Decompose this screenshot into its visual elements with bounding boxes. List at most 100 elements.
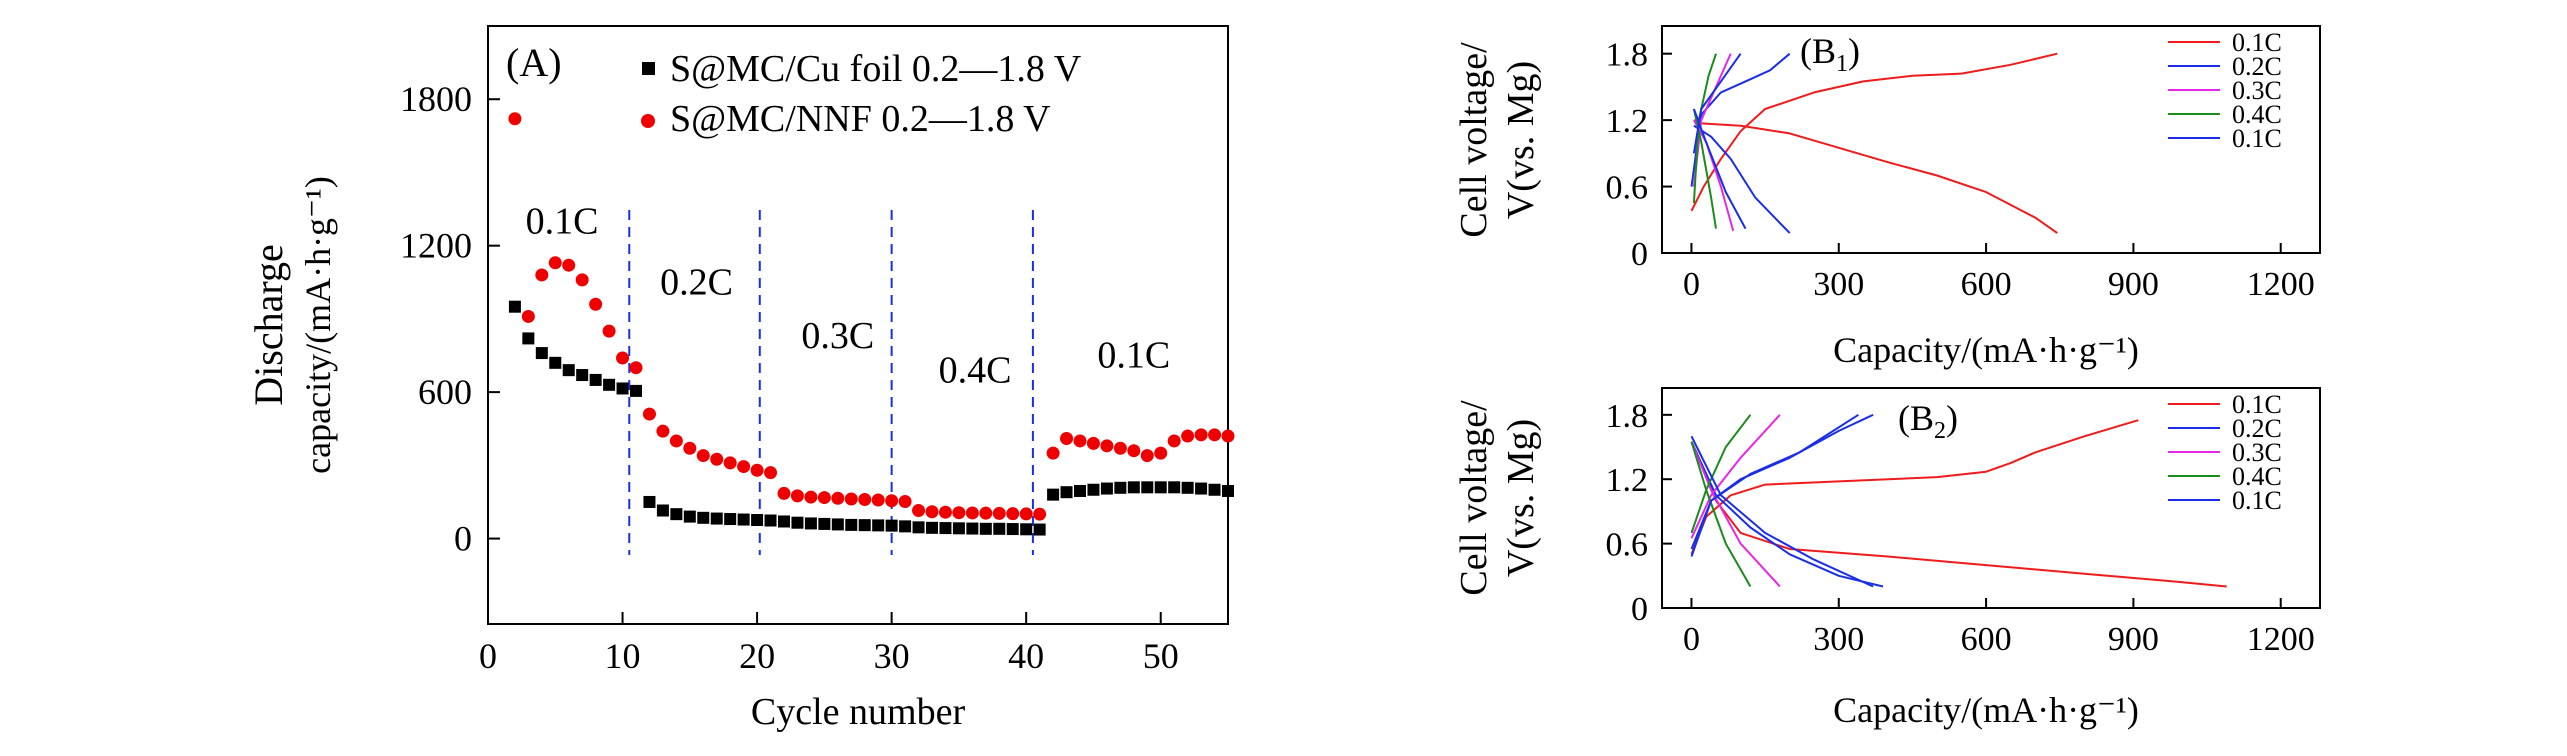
y-tick-label: 0	[1631, 236, 1648, 273]
data-point-cu-foil	[1100, 482, 1113, 495]
data-point-nnf	[817, 491, 831, 505]
data-point-cu-foil	[764, 514, 777, 527]
x-tick-label: 1200	[2247, 266, 2315, 303]
data-point-cu-foil	[616, 382, 629, 395]
data-point-nnf	[1100, 439, 1114, 453]
data-point-nnf	[871, 493, 885, 507]
data-point-nnf	[844, 492, 858, 506]
data-point-nnf	[737, 460, 751, 474]
voltage-curve	[1690, 52, 2058, 212]
legend-label: 0.3C	[2232, 76, 2282, 105]
data-point-nnf	[1046, 446, 1060, 460]
data-point-nnf	[831, 491, 845, 505]
panel-b1-x-axis-label: Capacity/(mA·h·g⁻¹)	[1833, 330, 2139, 370]
data-point-nnf	[1154, 446, 1168, 460]
panel-b1-axes: 0 300 600 900 1200 0 0.6 1.2 1.8	[1606, 37, 2315, 303]
legend-label: 0.1C	[2232, 390, 2282, 419]
data-point-nnf	[1033, 507, 1047, 521]
data-point-cu-foil	[670, 508, 683, 521]
data-point-cu-foil	[1033, 523, 1046, 536]
data-point-nnf	[1073, 434, 1087, 448]
data-point-cu-foil	[751, 514, 764, 527]
data-point-nnf	[992, 506, 1006, 520]
x-tick-label: 10	[605, 636, 641, 676]
data-point-cu-foil	[656, 504, 669, 517]
data-point-cu-foil	[643, 495, 656, 508]
data-point-cu-foil	[831, 518, 844, 531]
data-point-nnf	[508, 112, 522, 126]
voltage-curve	[1690, 414, 1781, 539]
data-point-nnf	[642, 407, 656, 421]
voltage-curve	[1690, 435, 1874, 588]
data-point-nnf	[1208, 428, 1222, 442]
data-point-cu-foil	[1222, 484, 1234, 497]
data-point-nnf	[562, 258, 576, 272]
voltage-curve	[1690, 441, 2227, 588]
panel-b1-y-axis-label-line1: Cell voltage/	[1453, 42, 1495, 238]
panel-b2-x-axis-label: Capacity/(mA·h·g⁻¹)	[1833, 690, 2139, 730]
data-point-nnf	[898, 494, 912, 508]
panel-b1-curves	[1690, 52, 2058, 234]
x-tick-label: 900	[2108, 621, 2159, 658]
data-point-cu-foil	[1087, 483, 1100, 496]
data-point-cu-foil	[1181, 481, 1194, 494]
data-point-nnf	[925, 505, 939, 519]
x-tick-label: 40	[1008, 636, 1044, 676]
data-point-cu-foil	[522, 332, 535, 345]
data-point-nnf	[912, 504, 926, 518]
panel-a-y-axis-label-line1: Discharge	[246, 244, 291, 405]
data-point-nnf	[696, 449, 710, 463]
data-point-nnf	[938, 505, 952, 519]
y-tick-label: 0.6	[1606, 170, 1649, 207]
data-point-nnf	[710, 452, 724, 466]
data-point-nnf	[790, 489, 804, 503]
data-point-cu-foil	[724, 513, 737, 526]
data-point-nnf	[575, 273, 589, 287]
data-point-cu-foil	[1208, 483, 1221, 496]
voltage-curve	[1690, 413, 1859, 557]
data-point-nnf	[1194, 428, 1208, 442]
y-tick-label: 0	[1631, 591, 1648, 628]
voltage-curve	[1690, 414, 1752, 534]
data-point-nnf	[858, 493, 872, 507]
legend-label: 0.3C	[2232, 438, 2282, 467]
voltage-curve	[1692, 53, 1717, 204]
voltage-curve	[1692, 108, 1717, 229]
x-tick-label: 300	[1813, 621, 1864, 658]
x-tick-label: 0	[479, 636, 497, 676]
panel-b2-curves	[1690, 413, 2227, 588]
data-point-nnf	[979, 506, 993, 520]
data-point-cu-foil	[697, 511, 710, 524]
data-point-nnf	[629, 361, 643, 375]
panel-b2-legend: 0.1C0.2C0.3C0.4C0.1C	[2168, 390, 2282, 515]
data-point-nnf	[804, 490, 818, 504]
panel-a-rate-labels: 0.1C 0.2C 0.3C 0.4C 0.1C	[526, 200, 1171, 391]
data-point-cu-foil	[630, 384, 642, 397]
data-point-nnf	[616, 351, 630, 365]
legend-label: 0.2C	[2232, 52, 2282, 81]
y-tick-label: 600	[418, 372, 472, 412]
panel-a-legend: S@MC/Cu foil 0.2—1.8 V S@MC/NNF 0.2—1.8 …	[641, 48, 1082, 140]
y-tick-label: 1.2	[1606, 103, 1649, 140]
panel-a-label: (A)	[506, 40, 562, 85]
voltage-curve	[1693, 119, 2058, 234]
panel-b2-label: (B2)	[1898, 398, 1958, 444]
voltage-curve	[1690, 441, 1752, 587]
panel-a-y-axis-label-line2: capacity/(mA·h·g⁻¹)	[298, 176, 338, 474]
data-point-cu-foil	[737, 513, 750, 526]
data-point-nnf	[656, 424, 670, 438]
data-point-cu-foil	[562, 364, 575, 377]
data-point-cu-foil	[1020, 523, 1033, 536]
x-tick-label: 20	[739, 636, 775, 676]
y-tick-label: 1800	[400, 79, 472, 119]
legend-label: 0.1C	[2232, 28, 2282, 57]
x-tick-label: 0	[1683, 621, 1700, 658]
legend-label: 0.2C	[2232, 414, 2282, 443]
data-point-cu-foil	[926, 521, 938, 534]
data-point-cu-foil	[535, 347, 548, 360]
data-point-nnf	[1019, 507, 1033, 521]
data-point-cu-foil	[912, 521, 925, 534]
data-point-nnf	[1167, 434, 1181, 448]
